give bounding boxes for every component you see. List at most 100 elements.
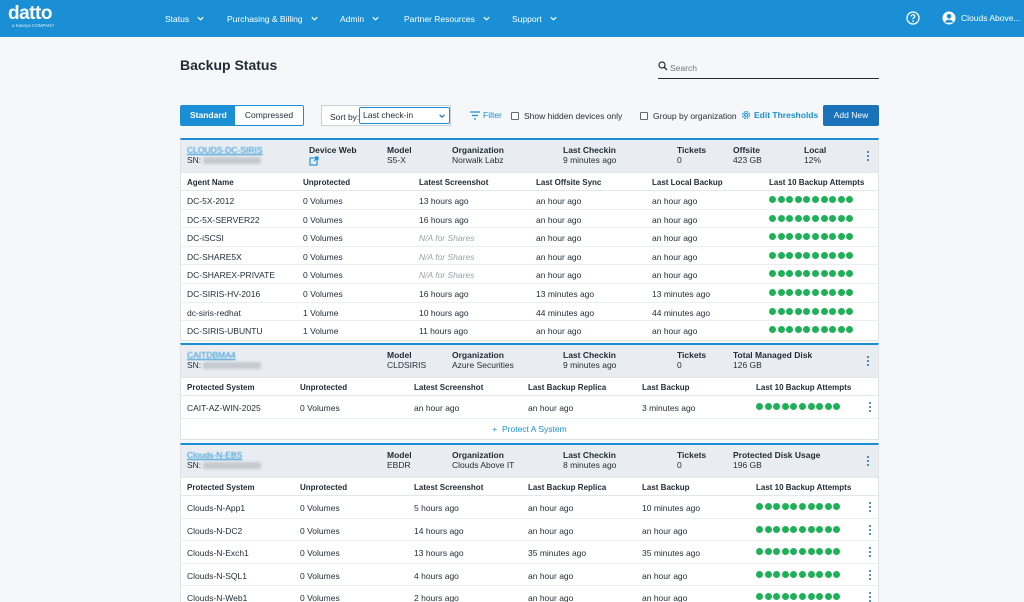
external-link-icon[interactable] (309, 156, 319, 166)
table-row[interactable]: Clouds-N-Exch1 0 Volumes 13 hours ago 35… (181, 541, 878, 564)
table-row[interactable]: DC-iSCSI 0 Volumes N/A for Shares an hou… (181, 228, 878, 247)
screenshot-value[interactable]: 14 hours ago (414, 525, 464, 536)
backup-replica-value: 35 minutes ago (528, 548, 587, 558)
nav-admin[interactable]: Admin (340, 0, 380, 37)
table-row[interactable]: DC-5X-2012 0 Volumes 13 hours ago an hou… (181, 191, 878, 210)
screenshot-value[interactable]: 10 hours ago (419, 307, 469, 318)
kebab-menu-icon[interactable] (867, 151, 870, 162)
device-name-link[interactable]: Clouds-N-EBS (187, 450, 243, 460)
system-name[interactable]: Clouds-N-Web1 (187, 593, 248, 602)
col-last-10-attempts: Last 10 Backup Attempts (756, 483, 852, 492)
datto-logo[interactable]: datto a Kaseya COMPANY (8, 4, 68, 34)
protect-a-system-link[interactable]: + Protect A System (181, 419, 878, 439)
table-row[interactable]: Clouds-N-App1 0 Volumes 5 hours ago an h… (181, 496, 878, 519)
device-name-link[interactable]: CAITDBMA4 (187, 350, 236, 360)
model-value: CLDSIRIS (387, 360, 427, 370)
system-name[interactable]: CAIT-AZ-WIN-2025 (187, 403, 261, 413)
kebab-menu-icon[interactable] (869, 502, 872, 513)
table-row[interactable]: DC-5X-SERVER22 0 Volumes 16 hours ago an… (181, 210, 878, 229)
show-hidden-checkbox[interactable]: Show hidden devices only (511, 111, 622, 121)
offsite-sync-value: an hour ago (536, 326, 582, 337)
table-header: Agent Name Unprotected Latest Screenshot… (181, 172, 878, 191)
nav-support[interactable]: Support (512, 0, 558, 37)
offsite-sync-value: an hour ago (536, 214, 582, 225)
show-hidden-label: Show hidden devices only (524, 111, 623, 121)
agent-name[interactable]: DC-SHAREX-PRIVATE (187, 270, 276, 281)
col-last-10-attempts: Last 10 Backup Attempts (756, 383, 852, 392)
col-unprotected: Unprotected (300, 383, 348, 392)
tickets-label: Tickets (677, 145, 707, 155)
screenshot-value[interactable]: 11 hours ago (419, 326, 468, 337)
user-account-name[interactable]: Clouds Above... (961, 13, 1021, 23)
search-box[interactable] (658, 60, 879, 79)
col-agent-name: Agent Name (187, 178, 234, 187)
agent-name[interactable]: DC-SHARE5X (187, 251, 242, 262)
system-name[interactable]: Clouds-N-App1 (187, 503, 246, 513)
add-new-button[interactable]: Add New (823, 105, 879, 126)
backup-attempt-dots (769, 196, 854, 203)
screenshot-value[interactable]: 13 hours ago (419, 196, 469, 206)
kebab-menu-icon[interactable] (869, 524, 872, 536)
table-row[interactable]: Clouds-N-Web1 0 Volumes 2 hours ago an h… (181, 586, 878, 602)
backup-attempt-dots (769, 326, 854, 334)
system-name[interactable]: Clouds-N-Exch1 (187, 548, 249, 558)
agent-name[interactable]: DC-SIRIS-UBUNTU (187, 326, 263, 337)
group-by-org-checkbox[interactable]: Group by organization (640, 111, 737, 121)
kebab-menu-icon[interactable] (867, 356, 870, 367)
table-row[interactable]: Clouds-N-DC2 0 Volumes 14 hours ago an h… (181, 519, 878, 541)
organization-col: Organization Clouds Above IT (452, 450, 514, 470)
table-row[interactable]: Clouds-N-SQL1 0 Volumes 4 hours ago an h… (181, 564, 878, 586)
view-standard-button[interactable]: Standard (181, 106, 235, 125)
backup-attempt-dots (769, 251, 854, 259)
nav-status[interactable]: Status (165, 0, 205, 37)
kebab-menu-icon[interactable] (869, 547, 872, 558)
unprotected-value: 1 Volume (303, 307, 339, 318)
backup-attempt-dots (756, 548, 841, 555)
checkbox-box[interactable] (511, 112, 519, 120)
col-last-offsite-sync: Last Offsite Sync (536, 178, 602, 187)
kebab-menu-icon[interactable] (869, 569, 872, 581)
user-icon[interactable] (942, 11, 956, 25)
filter-button[interactable]: Filter (470, 110, 502, 120)
screenshot-value[interactable]: 13 hours ago (414, 548, 464, 558)
screenshot-value[interactable]: 16 hours ago (419, 214, 469, 225)
checkbox-box[interactable] (640, 112, 648, 120)
system-name[interactable]: Clouds-N-DC2 (187, 525, 243, 536)
table-row[interactable]: dc-siris-redhat 1 Volume 10 hours ago 44… (181, 303, 878, 322)
last-checkin-col: Last Checkin 9 minutes ago (563, 145, 616, 165)
kebab-menu-icon[interactable] (869, 402, 872, 413)
last-checkin-value: 8 minutes ago (563, 460, 617, 470)
col-latest-screenshot: Latest Screenshot (414, 383, 484, 392)
nav-purchasing-billing[interactable]: Purchasing & Billing (227, 0, 319, 37)
table-row[interactable]: DC-SIRIS-HV-2016 0 Volumes 16 hours ago … (181, 284, 878, 303)
table-row[interactable]: CAIT-AZ-WIN-2025 0 Volumes an hour ago a… (181, 396, 878, 419)
agent-name[interactable]: DC-iSCSI (187, 233, 224, 244)
device-name-link[interactable]: CLOUDS-DC-SIRIS (187, 145, 263, 155)
view-compressed-button[interactable]: Compressed (235, 106, 303, 125)
screenshot-value[interactable]: 2 hours ago (414, 593, 459, 602)
screenshot-value[interactable]: an hour ago (414, 403, 460, 413)
agent-name[interactable]: DC-5X-2012 (187, 196, 235, 206)
kebab-menu-icon[interactable] (869, 592, 872, 602)
screenshot-value[interactable]: 16 hours ago (419, 288, 469, 299)
offsite-sync-value: an hour ago (536, 196, 582, 206)
kebab-menu-icon[interactable] (867, 456, 870, 467)
protected-disk-usage-value: 196 GB (733, 460, 762, 470)
screenshot-value[interactable]: 4 hours ago (414, 570, 459, 581)
system-name[interactable]: Clouds-N-SQL1 (187, 570, 247, 581)
table-row[interactable]: DC-SHAREX-PRIVATE 0 Volumes N/A for Shar… (181, 265, 878, 284)
help-icon[interactable] (906, 11, 920, 25)
logo-tagline: a Kaseya COMPANY (12, 23, 55, 28)
agent-name[interactable]: DC-SIRIS-HV-2016 (187, 288, 261, 299)
table-row[interactable]: DC-SHARE5X 0 Volumes N/A for Shares an h… (181, 247, 878, 266)
nav-partner-resources[interactable]: Partner Resources (404, 0, 491, 37)
last-checkin-label: Last Checkin (563, 145, 616, 155)
agent-name[interactable]: DC-5X-SERVER22 (187, 214, 260, 225)
screenshot-value[interactable]: 5 hours ago (414, 503, 459, 513)
table-row[interactable]: DC-SIRIS-UBUNTU 1 Volume 11 hours ago an… (181, 321, 878, 340)
edit-thresholds-button[interactable]: Edit Thresholds (741, 110, 818, 120)
sort-select[interactable]: Last check-in (359, 107, 450, 124)
disk-col: Protected Disk Usage 196 GB (733, 450, 820, 470)
agent-name[interactable]: dc-siris-redhat (187, 307, 241, 318)
search-input[interactable] (670, 63, 870, 73)
